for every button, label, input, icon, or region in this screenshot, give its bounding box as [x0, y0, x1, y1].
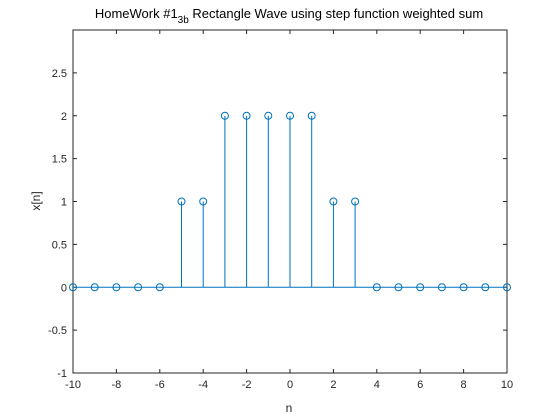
- x-tick-label: -4: [198, 379, 208, 391]
- y-tick-label: 1.5: [52, 154, 67, 166]
- stem-marker: [307, 111, 316, 120]
- stem-marker: [199, 197, 208, 206]
- x-tick-label: -2: [242, 379, 252, 391]
- chart-title: HomeWork #13b Rectangle Wave using step …: [95, 6, 483, 26]
- chart-title-subscript: 3b: [178, 15, 190, 26]
- chart-title-prefix: HomeWork #1: [95, 6, 178, 21]
- y-tick-label: -1: [57, 368, 67, 380]
- stem-marker: [394, 283, 403, 292]
- stem-marker: [264, 111, 273, 120]
- y-tick-label: 1: [61, 197, 67, 209]
- chart-title-suffix: Rectangle Wave using step function weigh…: [189, 6, 483, 21]
- stem-marker: [459, 283, 468, 292]
- x-axis-label: n: [286, 401, 293, 415]
- x-tick-label: 8: [461, 379, 467, 391]
- stem-marker: [134, 283, 143, 292]
- x-tick-label: -10: [65, 379, 81, 391]
- y-axis-label: x[n]: [29, 191, 43, 210]
- stem-marker: [351, 197, 360, 206]
- stem-marker: [286, 111, 294, 120]
- x-tick-label: -8: [112, 379, 122, 391]
- stem-marker: [177, 197, 186, 206]
- stem-marker: [90, 283, 99, 292]
- stem-marker: [220, 111, 229, 120]
- stem-marker: [112, 283, 121, 292]
- x-tick-label: 2: [330, 379, 336, 391]
- y-tick-label: 0: [61, 282, 67, 294]
- stem-marker: [242, 111, 251, 120]
- x-tick-label: 4: [374, 379, 380, 391]
- stem-marker: [329, 197, 338, 206]
- stem-marker: [503, 283, 511, 292]
- x-tick-label: -6: [155, 379, 165, 391]
- stem-marker: [69, 283, 77, 292]
- stem-marker: [481, 283, 490, 292]
- x-tick-label: 10: [501, 379, 513, 391]
- stem-marker: [155, 283, 164, 292]
- stem-marker: [372, 283, 381, 292]
- y-tick-label: 2: [61, 111, 67, 123]
- x-tick-label: 6: [417, 379, 423, 391]
- y-tick-label: 2.5: [52, 68, 67, 80]
- y-tick-label: 0.5: [52, 239, 67, 251]
- y-tick-label: -0.5: [48, 325, 67, 337]
- stem-marker: [416, 283, 425, 292]
- stem-marker: [437, 283, 446, 292]
- x-tick-label: 0: [287, 379, 293, 391]
